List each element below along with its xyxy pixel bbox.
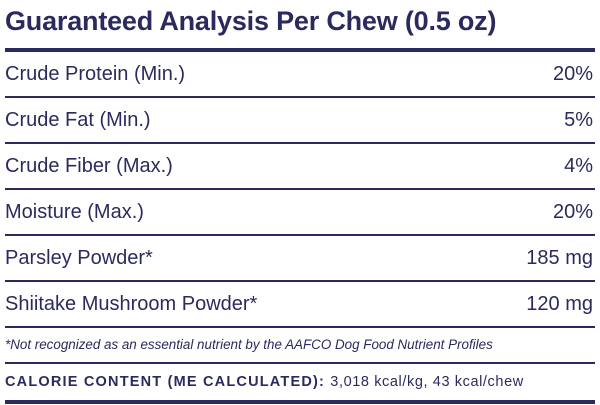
panel-title: Guaranteed Analysis Per Chew (0.5 oz) xyxy=(5,6,497,36)
nutrient-name: Crude Fat (Min.) xyxy=(5,108,151,131)
nutrient-row-shiitake-powder: Shiitake Mushroom Powder* 120 mg xyxy=(5,282,595,328)
nutrient-value: 120 mg xyxy=(526,292,593,315)
nutrient-name: Crude Fiber (Max.) xyxy=(5,154,173,177)
nutrient-name: Moisture (Max.) xyxy=(5,200,144,223)
nutrient-value: 185 mg xyxy=(526,246,593,269)
nutrient-row-moisture: Moisture (Max.) 20% xyxy=(5,190,595,236)
calorie-content: CALORIE CONTENT (ME CALCULATED): 3,018 k… xyxy=(5,364,595,400)
nutrient-list: Crude Protein (Min.) 20% Crude Fat (Min.… xyxy=(5,52,595,328)
nutrient-value: 20% xyxy=(552,62,593,85)
nutrient-value: 5% xyxy=(564,108,593,131)
calorie-value: 3,018 kcal/kg, 43 kcal/chew xyxy=(330,374,524,390)
nutrient-name: Crude Protein (Min.) xyxy=(5,62,186,85)
nutrient-row-parsley-powder: Parsley Powder* 185 mg xyxy=(5,236,595,282)
calorie-label: CALORIE CONTENT (ME CALCULATED): xyxy=(5,374,331,390)
title-divider xyxy=(5,48,595,52)
nutrient-row-crude-protein: Crude Protein (Min.) 20% xyxy=(5,52,595,98)
footnote-divider xyxy=(5,362,595,364)
bottom-divider xyxy=(5,400,595,404)
footnote: *Not recognized as an essential nutrient… xyxy=(5,337,493,352)
nutrient-row-crude-fiber: Crude Fiber (Max.) 4% xyxy=(5,144,595,190)
nutrient-name: Parsley Powder* xyxy=(5,246,153,269)
nutrient-value: 4% xyxy=(564,154,593,177)
nutrient-value: 20% xyxy=(552,200,593,223)
nutrient-row-crude-fat: Crude Fat (Min.) 5% xyxy=(5,98,595,144)
nutrient-name: Shiitake Mushroom Powder* xyxy=(5,292,258,315)
